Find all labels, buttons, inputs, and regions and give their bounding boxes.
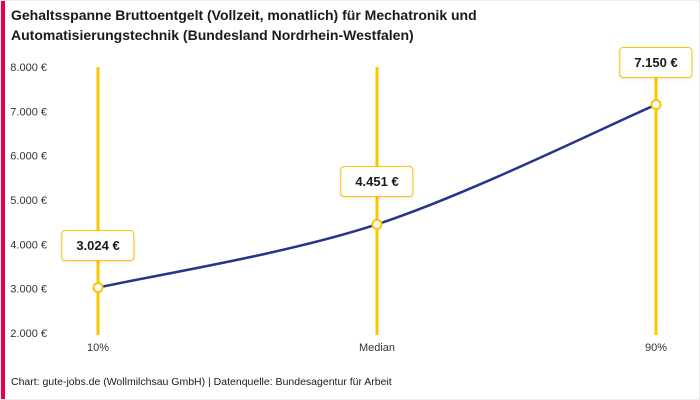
y-axis-tick-label: 3.000 € <box>10 284 47 296</box>
data-point-marker <box>371 218 383 230</box>
y-axis-tick-label: 4.000 € <box>10 239 47 251</box>
value-label: 4.451 € <box>340 166 414 198</box>
chart-credit: Chart: gute-jobs.de (Wollmilchsau GmbH) … <box>11 376 392 388</box>
value-label: 7.150 € <box>619 46 693 78</box>
y-axis-tick-label: 6.000 € <box>10 151 47 163</box>
data-point-marker <box>92 282 104 294</box>
brand-accent-bar <box>1 1 5 399</box>
value-label: 3.024 € <box>61 229 135 261</box>
x-axis-tick-label: 10% <box>87 342 109 354</box>
chart-title: Gehaltsspanne Bruttoentgelt (Vollzeit, m… <box>11 7 477 43</box>
data-point-marker <box>650 99 662 111</box>
y-axis-tick-label: 7.000 € <box>10 106 47 118</box>
x-axis-tick-label: Median <box>359 342 395 354</box>
y-axis-tick-label: 5.000 € <box>10 195 47 207</box>
x-axis-tick-label: 90% <box>645 342 667 354</box>
y-axis-tick-label: 2.000 € <box>10 328 47 340</box>
y-axis-tick-label: 8.000 € <box>10 62 47 74</box>
